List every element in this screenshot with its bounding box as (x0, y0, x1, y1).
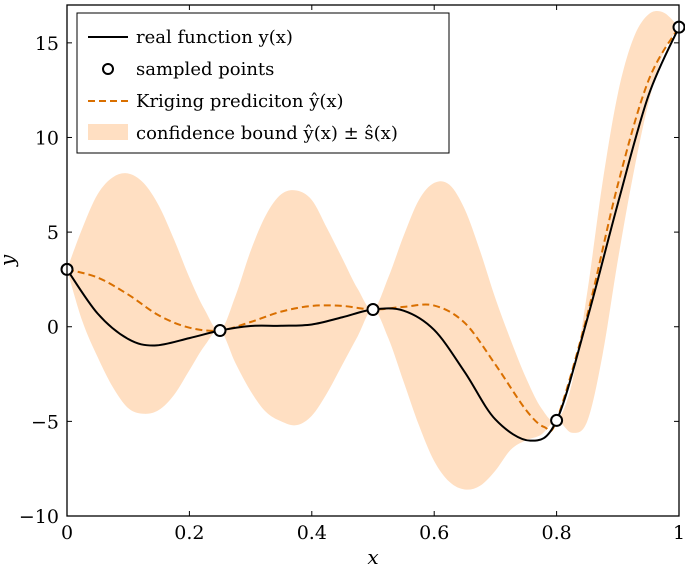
legend-swatch-bound (88, 124, 128, 140)
x-axis: 0 0.2 0.4 0.6 0.8 1 (61, 5, 685, 544)
legend-swatch-sampled (102, 63, 114, 75)
sampled-point (366, 303, 380, 317)
legend-label-kriging: Kriging prediciton ŷ(x) (136, 91, 344, 112)
y-tick-label: 5 (47, 222, 59, 244)
x-tick-label: 0.4 (297, 522, 327, 544)
y-tick-label: 15 (35, 33, 59, 55)
x-axis-label: x (367, 545, 378, 569)
sampled-point (213, 324, 227, 338)
plot-frame (66, 4, 680, 517)
x-tick-label: 0.2 (174, 522, 204, 544)
y-tick-label: −5 (31, 411, 59, 433)
x-tick-label: 1 (673, 522, 685, 544)
sampled-point (550, 413, 564, 427)
legend-label-real: real function y(x) (136, 27, 293, 48)
real-function-line (66, 26, 680, 442)
y-tick-label: −10 (19, 506, 59, 528)
legend-label-bound: confidence bound ŷ(x) ± ŝ(x) (136, 123, 398, 144)
legend-label-sampled: sampled points (136, 59, 274, 80)
y-tick-label: 10 (35, 127, 59, 149)
kriging-prediction-line (66, 26, 680, 433)
y-axis: −10 −5 0 5 10 15 (19, 33, 679, 528)
x-tick-label: 0 (61, 522, 73, 544)
legend-box (76, 12, 450, 154)
x-tick-label: 0.6 (419, 522, 449, 544)
series-layer (66, 26, 680, 442)
y-tick-label: 0 (47, 317, 59, 339)
legend: real function y(x) sampled points Krigin… (76, 12, 450, 154)
x-tick-label: 0.8 (541, 522, 571, 544)
y-axis-label: y (0, 254, 19, 267)
